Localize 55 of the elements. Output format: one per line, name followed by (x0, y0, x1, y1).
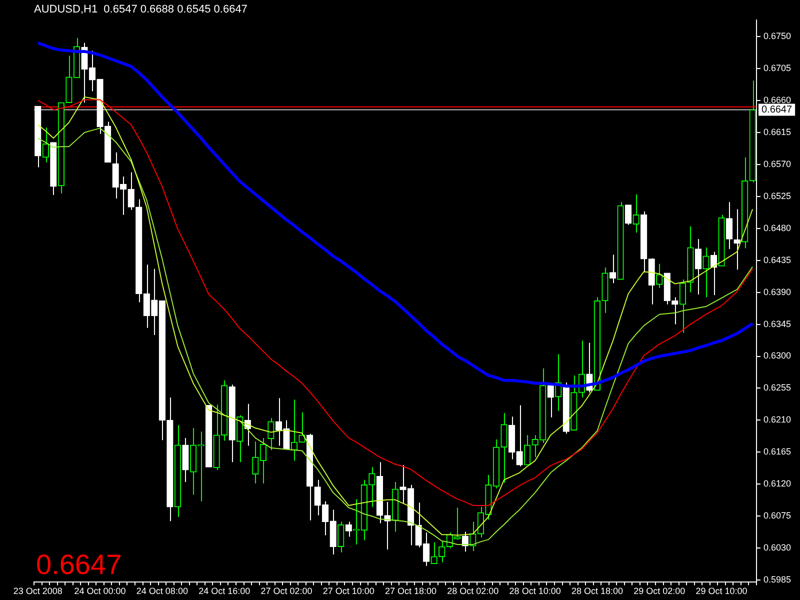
candlestick (609, 254, 616, 284)
candlestick (656, 263, 663, 289)
x-tick-label: 29 Oct 02:00 (634, 586, 686, 596)
candlestick (524, 434, 531, 466)
candlestick (734, 208, 740, 270)
candlestick (624, 204, 632, 226)
y-tick-label: 0.5985 (763, 574, 792, 585)
y-tick-label: 0.6750 (763, 31, 792, 42)
candlestick (710, 251, 718, 296)
x-tick-label: 27 Oct 18:00 (385, 586, 437, 596)
y-tick-label: 0.6255 (763, 382, 792, 393)
candlestick (42, 126, 49, 163)
candlestick (632, 194, 640, 234)
candlestick (694, 238, 702, 295)
x-tick-label: 28 Oct 10:00 (509, 586, 561, 596)
candlestick (268, 418, 274, 451)
annotation: 0.6647 (36, 548, 122, 580)
x-tick-label: 29 Oct 10:00 (696, 586, 748, 596)
candlestick (112, 152, 119, 200)
x-tick-label: 27 Oct 02:00 (260, 586, 312, 596)
x-tick-label: 24 Oct 16:00 (198, 586, 250, 596)
y-tick-label: 0.6660 (763, 94, 792, 105)
candlestick (236, 414, 244, 463)
x-tick-label: 24 Oct 00:00 (74, 586, 126, 596)
candlestick (345, 521, 352, 538)
y-tick-label: 0.6390 (763, 286, 792, 297)
candlestick (430, 542, 438, 564)
ref-line-label: 0.6647 (761, 104, 792, 116)
y-tick-label: 0.6480 (763, 222, 792, 233)
x-tick-label: 28 Oct 02:00 (447, 586, 499, 596)
x-tick-label: 24 Oct 08:00 (136, 586, 188, 596)
x-tick-label: 23 Oct 2008 (13, 586, 62, 596)
candlestick (532, 434, 538, 458)
candlestick (338, 521, 344, 553)
y-tick-label: 0.6705 (763, 63, 792, 73)
candlestick (702, 247, 710, 298)
y-tick-label: 0.6570 (763, 158, 792, 169)
y-tick-label: 0.6075 (763, 510, 792, 521)
y-tick-label: 0.6300 (763, 350, 792, 361)
y-tick-label: 0.6435 (763, 254, 792, 265)
y-tick-label: 0.6030 (763, 542, 792, 553)
y-tick-label: 0.6345 (763, 318, 792, 329)
candlestick (679, 279, 686, 334)
candlestick (368, 466, 376, 508)
chart-title: AUDUSD,H1 0.6547 0.6688 0.6545 0.6647 (34, 4, 248, 16)
y-tick-label: 0.6525 (763, 190, 792, 201)
y-tick-label: 0.6615 (763, 126, 792, 137)
y-tick-label: 0.6120 (763, 478, 792, 489)
y-tick-label: 0.6165 (763, 446, 792, 457)
candlestick (182, 437, 189, 483)
candlestick (547, 382, 554, 418)
y-tick-label: 0.6210 (763, 414, 792, 425)
x-tick-label: 27 Oct 10:00 (322, 586, 374, 596)
x-tick-label: 28 Oct 18:00 (571, 586, 623, 596)
candlestick (726, 202, 733, 250)
